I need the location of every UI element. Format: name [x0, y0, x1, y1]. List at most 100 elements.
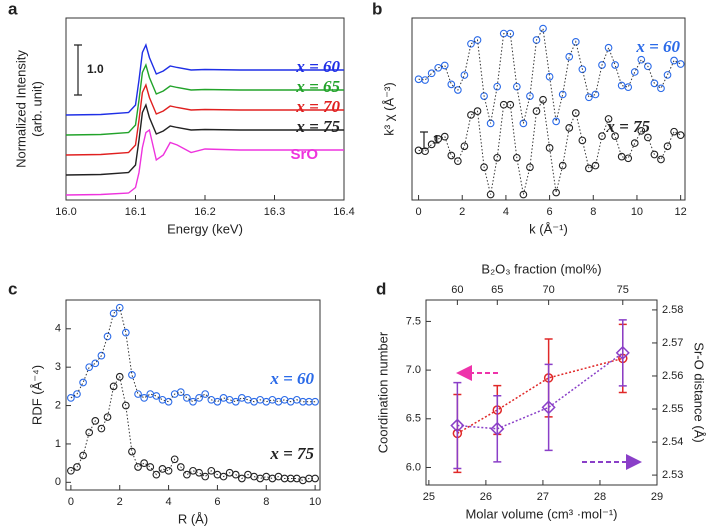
panel-label: d: [376, 279, 386, 298]
spectrum-line: [65, 128, 344, 196]
data-point: [440, 61, 449, 70]
plot-frame: [411, 17, 686, 201]
data-point: [427, 140, 436, 149]
data-point: [85, 428, 94, 437]
diamond-marker: [450, 418, 465, 433]
data-point: [414, 75, 423, 84]
data-point: [183, 470, 191, 479]
data-point: [611, 132, 619, 140]
data-point: [447, 80, 456, 89]
fit-line: [418, 98, 681, 195]
data-point: [195, 468, 203, 477]
series-label: x = 75: [269, 444, 314, 463]
data-point: [164, 466, 173, 475]
x-tick-label: 10: [309, 496, 321, 508]
series-label: x = 60: [295, 57, 340, 76]
data-point: [539, 24, 547, 33]
x-tick-label: 10: [631, 206, 643, 218]
x-tick-label: 4: [503, 206, 509, 218]
x-tick-label: 0: [68, 496, 74, 508]
data-point: [414, 146, 423, 155]
data-point: [164, 397, 173, 406]
series-label: x = 60: [635, 37, 680, 56]
y2-tick-label: 2.56: [662, 370, 683, 382]
fit-line: [418, 27, 681, 124]
data-point: [598, 61, 606, 69]
y-tick-label: 1: [55, 438, 61, 450]
data-point: [545, 144, 554, 152]
data-point: [140, 459, 149, 467]
y-tick-label: 6.0: [406, 461, 421, 473]
data-point: [109, 382, 118, 391]
x-axis-label: R (Å): [178, 511, 208, 526]
data-point: [467, 111, 475, 119]
x-axis-label: Energy (keV): [167, 221, 243, 236]
data-point: [311, 397, 319, 406]
y-axis-label: Normalized Intensity: [13, 50, 28, 168]
data-point: [434, 63, 443, 72]
trend-line: [457, 357, 623, 435]
series-label: x = 75: [295, 117, 340, 136]
data-point: [421, 147, 429, 156]
x-axis-label: k (Å⁻¹): [529, 221, 568, 236]
data-point: [79, 451, 87, 460]
data-point: [657, 155, 665, 164]
data-point: [134, 390, 142, 398]
x-tick-label: 26: [480, 491, 492, 503]
x-tick-label: 16.0: [55, 206, 76, 218]
x2-tick-label: 60: [451, 284, 463, 296]
y2-axis-label: Sr-O distance (Å): [692, 342, 707, 442]
y2-tick-label: 2.55: [662, 403, 683, 415]
x-tick-label: 6: [214, 496, 220, 508]
scale-bar-label: 1.0: [87, 62, 104, 76]
data-point: [604, 43, 613, 52]
x-tick-label: 25: [423, 491, 435, 503]
data-point: [558, 161, 567, 170]
scale-bar: [420, 131, 428, 150]
data-point: [637, 126, 646, 135]
data-point: [591, 90, 600, 99]
data-point: [195, 394, 203, 402]
data-point: [427, 69, 436, 78]
data-point: [103, 332, 112, 341]
data-point: [128, 370, 136, 379]
y-axis-label: (arb. unit): [29, 81, 44, 137]
data-point: [526, 163, 534, 172]
x-tick-label: 16.1: [125, 206, 146, 218]
data-point: [486, 119, 495, 128]
data-point: [650, 79, 659, 88]
data-point: [109, 309, 118, 318]
data-point: [617, 152, 626, 161]
y-axis-label: RDF (Å⁻⁴): [29, 365, 44, 425]
data-point: [73, 463, 81, 471]
x-axis-label: Molar volume (cm³ ·mol⁻¹): [465, 506, 617, 521]
data-point: [552, 117, 560, 126]
data-point: [85, 363, 94, 372]
x2-axis-label: B₂O₃ fraction (mol%): [481, 261, 601, 276]
data-point: [460, 71, 469, 79]
data-point: [467, 39, 475, 48]
series-label: x = 70: [295, 97, 340, 116]
data-point: [460, 142, 469, 151]
y2-tick-label: 2.54: [662, 436, 683, 448]
data-point: [183, 394, 191, 402]
data-point: [663, 71, 672, 79]
fit-line: [70, 306, 316, 403]
data-point: [571, 37, 580, 46]
data-point: [67, 466, 75, 475]
data-point: [91, 417, 100, 425]
x2-tick-label: 65: [491, 284, 503, 296]
data-point: [128, 447, 136, 456]
data-point: [103, 413, 112, 421]
panel-label: b: [372, 0, 382, 18]
data-point: [493, 82, 502, 91]
data-point: [213, 397, 222, 406]
data-point: [624, 83, 633, 92]
data-point: [676, 131, 685, 139]
scale-bar-label: 1: [433, 132, 440, 146]
data-point: [237, 474, 246, 483]
y-axis-label: k³ χ (Å⁻³): [381, 82, 396, 135]
data-point: [670, 56, 678, 65]
data-point: [189, 397, 197, 406]
x-tick-label: 27: [537, 491, 549, 503]
